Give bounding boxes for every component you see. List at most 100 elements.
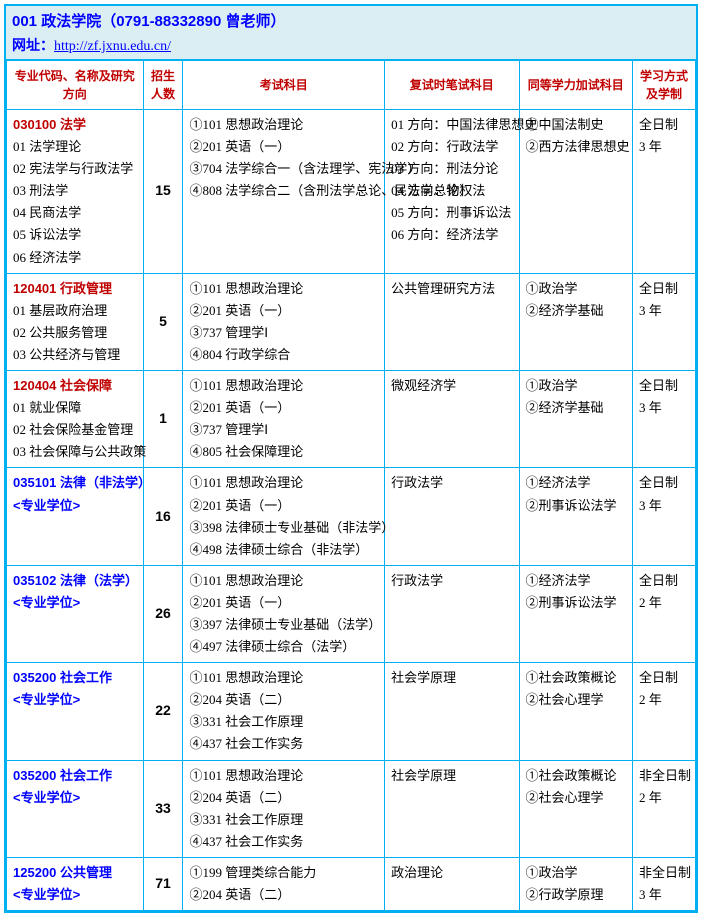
- cell-line: ②204 英语（二）: [189, 689, 378, 711]
- cell-major: 035102 法律（法学）<专业学位>: [7, 565, 144, 662]
- cell-line: 2 年: [639, 787, 689, 809]
- cell-line: ③331 社会工作原理: [189, 711, 378, 733]
- cell-mode: 非全日制2 年: [632, 760, 695, 857]
- cell-count: 22: [143, 663, 183, 760]
- cell-line: 全日制: [639, 570, 689, 592]
- cell-line: 06 方向：经济法学: [391, 224, 512, 246]
- cell-line: 非全日制: [639, 765, 689, 787]
- cell-line: 3 年: [639, 397, 689, 419]
- col-major: 专业代码、名称及研究方向: [7, 61, 144, 110]
- cell-line: ①101 思想政治理论: [189, 375, 378, 397]
- cell-extra: ①政治学②经济学基础: [519, 371, 632, 468]
- cell-major: 030100 法学01 法学理论02 宪法学与行政法学03 刑法学04 民商法学…: [7, 110, 144, 274]
- cell-line: 全日制: [639, 375, 689, 397]
- cell-line: 03 公共经济与管理: [13, 344, 137, 366]
- cell-line: 03 社会保障与公共政策: [13, 441, 137, 463]
- table-row: 125200 公共管理<专业学位> 71 ①199 管理类综合能力②204 英语（二…: [7, 857, 696, 910]
- cell-line: 03 方向：刑法分论: [391, 158, 512, 180]
- major-code: 030100 法学: [13, 114, 137, 136]
- cell-line: ②201 英语（一）: [189, 495, 378, 517]
- cell-line: ②刑事诉讼法学: [526, 495, 626, 517]
- major-code: 035200 社会工作: [13, 667, 137, 689]
- cell-line: ①101 思想政治理论: [189, 472, 378, 494]
- cell-exams: ①101 思想政治理论②204 英语（二）③331 社会工作原理④437 社会工…: [183, 760, 385, 857]
- cell-line: ①199 管理类综合能力: [189, 862, 378, 884]
- degree-type: <专业学位>: [13, 884, 137, 906]
- cell-line: ③397 法律硕士专业基础（法学）: [189, 614, 378, 636]
- cell-line: ②社会心理学: [526, 689, 626, 711]
- cell-extra: ①经济法学②刑事诉讼法学: [519, 468, 632, 565]
- col-extra: 同等学力加试科目: [519, 61, 632, 110]
- cell-count: 26: [143, 565, 183, 662]
- cell-line: ①101 思想政治理论: [189, 114, 378, 136]
- cell-major: 120401 行政管理01 基层政府治理02 公共服务管理03 公共经济与管理: [7, 273, 144, 370]
- cell-retest: 社会学原理: [385, 663, 519, 760]
- website-link[interactable]: http://zf.jxnu.edu.cn/: [54, 39, 171, 54]
- cell-line: ②行政学原理: [526, 884, 626, 906]
- cell-line: ①101 思想政治理论: [189, 278, 378, 300]
- cell-line: 公共管理研究方法: [391, 278, 512, 300]
- cell-line: 04 民商法学: [13, 202, 137, 224]
- cell-major: 035101 法律（非法学）<专业学位>: [7, 468, 144, 565]
- major-code: 120404 社会保障: [13, 375, 137, 397]
- cell-retest: 政治理论: [385, 857, 519, 910]
- cell-line: 3 年: [639, 136, 689, 158]
- cell-exams: ①101 思想政治理论②201 英语（一）③704 法学综合一（含法理学、宪法学…: [183, 110, 385, 274]
- cell-line: ②社会心理学: [526, 787, 626, 809]
- cell-extra: ①社会政策概论②社会心理学: [519, 760, 632, 857]
- cell-line: 02 公共服务管理: [13, 322, 137, 344]
- cell-line: 政治理论: [391, 862, 512, 884]
- cell-retest: 01 方向：中国法律思想史02 方向：行政法学03 方向：刑法分论04 方向：物…: [385, 110, 519, 274]
- cell-exams: ①101 思想政治理论②201 英语（一）③737 管理学Ⅰ④805 社会保障理…: [183, 371, 385, 468]
- cell-line: ①政治学: [526, 375, 626, 397]
- cell-line: 全日制: [639, 278, 689, 300]
- cell-line: ④498 法律硕士综合（非法学）: [189, 539, 378, 561]
- cell-line: ④804 行政学综合: [189, 344, 378, 366]
- cell-line: 01 法学理论: [13, 136, 137, 158]
- cell-line: ②201 英语（一）: [189, 136, 378, 158]
- cell-line: ①101 思想政治理论: [189, 667, 378, 689]
- cell-exams: ①101 思想政治理论②201 英语（一）③397 法律硕士专业基础（法学）④4…: [183, 565, 385, 662]
- cell-line: 微观经济学: [391, 375, 512, 397]
- col-retest: 复试时笔试科目: [385, 61, 519, 110]
- col-exams: 考试科目: [183, 61, 385, 110]
- cell-line: ③398 法律硕士专业基础（非法学）: [189, 517, 378, 539]
- table-row: 030100 法学01 法学理论02 宪法学与行政法学03 刑法学04 民商法学…: [7, 110, 696, 274]
- cell-mode: 全日制3 年: [632, 371, 695, 468]
- college-header: 001 政法学院（0791-88332890 曾老师） 网址：http://zf…: [6, 6, 696, 60]
- cell-retest: 微观经济学: [385, 371, 519, 468]
- cell-retest: 社会学原理: [385, 760, 519, 857]
- cell-line: ①经济法学: [526, 472, 626, 494]
- table-row: 120401 行政管理01 基层政府治理02 公共服务管理03 公共经济与管理5…: [7, 273, 696, 370]
- cell-extra: ①中国法制史②西方法律思想史: [519, 110, 632, 274]
- cell-line: ①中国法制史: [526, 114, 626, 136]
- major-code: 125200 公共管理: [13, 862, 137, 884]
- cell-line: ②经济学基础: [526, 300, 626, 322]
- programs-table: 专业代码、名称及研究方向 招生人数 考试科目 复试时笔试科目 同等学力加试科目 …: [6, 60, 696, 911]
- cell-line: ②204 英语（二）: [189, 884, 378, 906]
- cell-line: ①经济法学: [526, 570, 626, 592]
- cell-line: ③737 管理学Ⅰ: [189, 322, 378, 344]
- cell-line: 3 年: [639, 300, 689, 322]
- cell-count: 33: [143, 760, 183, 857]
- cell-count: 71: [143, 857, 183, 910]
- major-code: 035200 社会工作: [13, 765, 137, 787]
- cell-line: 01 基层政府治理: [13, 300, 137, 322]
- cell-line: 全日制: [639, 472, 689, 494]
- cell-extra: ①社会政策概论②社会心理学: [519, 663, 632, 760]
- cell-mode: 全日制2 年: [632, 663, 695, 760]
- cell-line: ③737 管理学Ⅰ: [189, 419, 378, 441]
- cell-line: 05 方向：刑事诉讼法: [391, 202, 512, 224]
- cell-line: 社会学原理: [391, 765, 512, 787]
- cell-line: ②经济学基础: [526, 397, 626, 419]
- cell-line: ①政治学: [526, 278, 626, 300]
- table-row: 120404 社会保障01 就业保障02 社会保险基金管理03 社会保障与公共政…: [7, 371, 696, 468]
- major-code: 120401 行政管理: [13, 278, 137, 300]
- cell-mode: 非全日制3 年: [632, 857, 695, 910]
- major-code: 035102 法律（法学）: [13, 570, 137, 592]
- table-row: 035200 社会工作<专业学位>33①101 思想政治理论②204 英语（二）…: [7, 760, 696, 857]
- cell-line: ④805 社会保障理论: [189, 441, 378, 463]
- cell-line: ②刑事诉讼法学: [526, 592, 626, 614]
- cell-retest: 公共管理研究方法: [385, 273, 519, 370]
- cell-line: 非全日制: [639, 862, 689, 884]
